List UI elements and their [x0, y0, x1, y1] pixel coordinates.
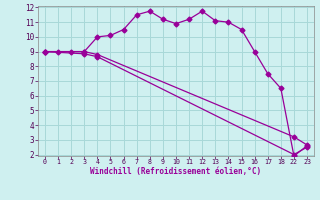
X-axis label: Windchill (Refroidissement éolien,°C): Windchill (Refroidissement éolien,°C) [91, 167, 261, 176]
